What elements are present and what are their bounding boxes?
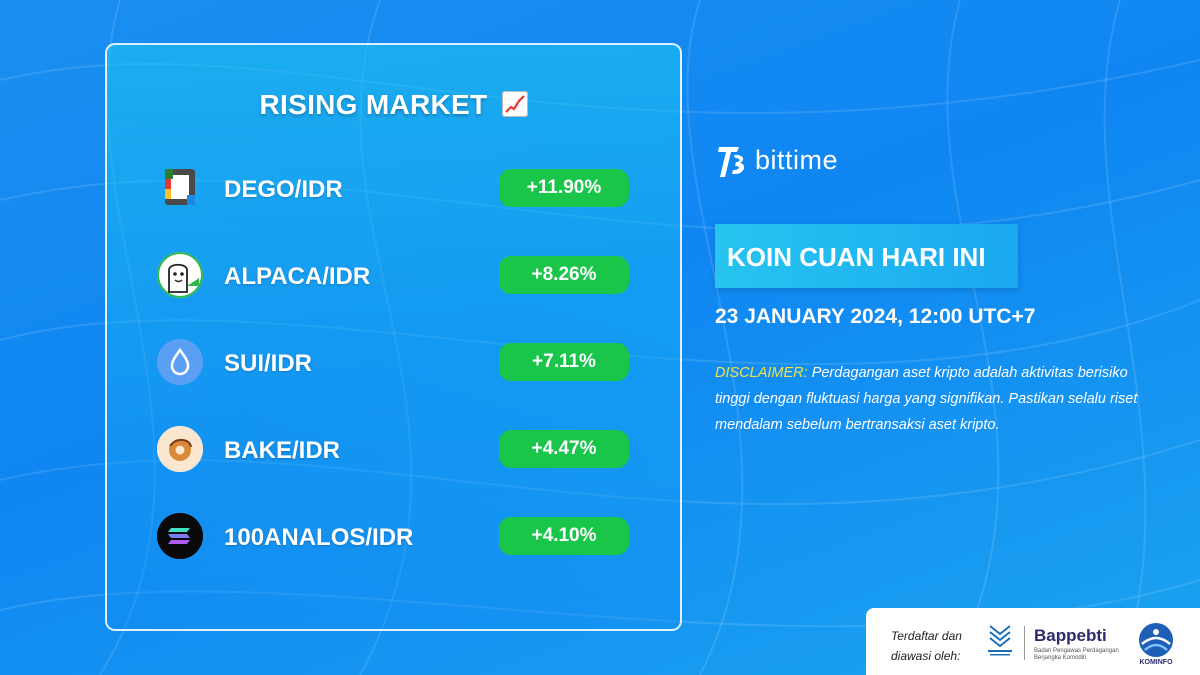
date-time: 23 JANUARY 2024, 12:00 UTC+7	[715, 305, 1036, 328]
registered-line-1: Terdaftar dan	[891, 629, 962, 643]
analos-logo-icon	[157, 513, 203, 559]
card-title: RISING MARKET	[107, 89, 680, 121]
disclaimer: DISCLAIMER: Perdagangan aset kripto adal…	[715, 360, 1155, 438]
coin-row-100analos: 100ANALOS/IDR +4.10%	[157, 513, 637, 559]
chart-increasing-icon	[501, 91, 528, 117]
headline-banner: KOIN CUAN HARI INI	[715, 224, 1018, 288]
footer-divider	[1024, 626, 1025, 660]
change-badge: +4.10%	[499, 517, 629, 555]
brand-name: bittime	[755, 145, 839, 175]
coin-pair-label: 100ANALOS/IDR	[224, 524, 414, 551]
bappebti-subtitle: Badan Pengawas Perdagangan Berjangka Kom…	[1034, 648, 1119, 661]
coin-row-alpaca: ALPACA/IDR +8.26%	[157, 252, 637, 298]
coin-pair-label: SUI/IDR	[224, 350, 313, 377]
coin-row-dego: DEGO/IDR +11.90%	[157, 165, 637, 211]
bappebti-logo-text: Bappebti	[1034, 626, 1107, 645]
change-badge: +7.11%	[499, 343, 629, 381]
disclaimer-label: DISCLAIMER:	[715, 365, 808, 381]
alpaca-logo-icon	[157, 252, 203, 298]
sui-logo-icon	[157, 339, 203, 385]
coin-row-bake: BAKE/IDR +4.47%	[157, 426, 637, 472]
change-badge: +4.47%	[499, 430, 629, 468]
kominfo-logo-icon	[1139, 623, 1173, 657]
bittime-logo-icon	[718, 147, 745, 177]
coin-row-sui: SUI/IDR +7.11%	[157, 339, 637, 385]
card-title-text: RISING MARKET	[259, 89, 488, 120]
change-badge: +8.26%	[499, 256, 629, 294]
rising-market-card: RISING MARKET DEGO/IDR +11.90%	[105, 43, 682, 631]
kominfo-label: KOMINFO	[1139, 659, 1173, 666]
coin-pair-label: DEGO/IDR	[224, 176, 343, 203]
registered-text: Terdaftar dan diawasi oleh:	[891, 626, 962, 666]
disclaimer-text: Perdagangan aset kripto adalah aktivitas…	[715, 365, 1138, 433]
dego-logo-icon	[157, 165, 203, 211]
coin-pair-label: BAKE/IDR	[224, 437, 341, 464]
kemendag-logo-icon	[988, 625, 1012, 656]
regulator-footer: Terdaftar dan diawasi oleh: Bappebti Bad…	[866, 608, 1200, 675]
change-badge: +11.90%	[499, 169, 629, 207]
registered-line-2: diawasi oleh:	[891, 649, 961, 663]
coin-pair-label: ALPACA/IDR	[224, 263, 371, 290]
headline-text: KOIN CUAN HARI INI	[727, 242, 986, 272]
bake-logo-icon	[157, 426, 203, 472]
